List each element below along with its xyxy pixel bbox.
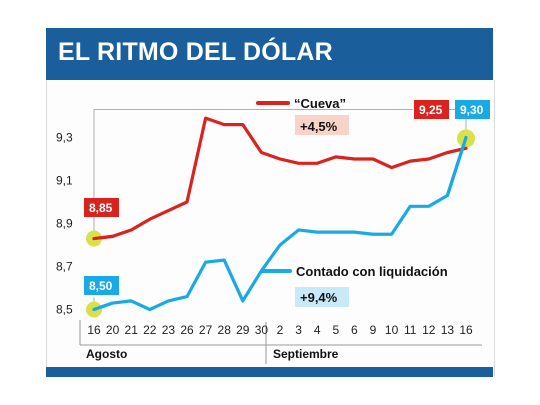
legend-label-cueva: “Cueva”: [294, 96, 346, 111]
series-lines: [92, 116, 468, 312]
change-badge-ccl-bg: [295, 287, 349, 307]
connector-lines: [93, 109, 467, 310]
x-tick-label: 22: [143, 323, 157, 337]
series-tip: [92, 301, 115, 312]
x-tick-label: 16: [87, 323, 101, 337]
y-tick-label: 8,7: [56, 260, 73, 274]
chart-title: EL RITMO DEL DÓLAR: [58, 38, 333, 66]
series-end-tip: [445, 135, 468, 198]
end-label-ccl: 9,30: [460, 103, 484, 117]
x-tick-label: 27: [199, 323, 213, 337]
chart-panel: [46, 80, 495, 376]
x-tick-label: 9: [370, 323, 377, 337]
x-tick-label: 20: [106, 323, 120, 337]
y-tick-label: 9,3: [56, 131, 73, 145]
endpoint-markers: [86, 129, 475, 318]
x-tick-label: 5: [332, 323, 339, 337]
end-label-cueva: 9,25: [419, 103, 443, 117]
change-badge-cueva-bg: [295, 115, 349, 135]
axes: [79, 320, 482, 364]
series-line-ccl: [92, 135, 468, 312]
end-label-ccl-bg: [455, 100, 490, 119]
change-badge-cueva: +4,5%: [300, 119, 338, 134]
series-tip: [92, 234, 115, 241]
series-line-cueva: [92, 116, 468, 241]
start-label-cueva-bg: [84, 198, 119, 217]
x-tick-label: 30: [255, 323, 269, 337]
y-tick-labels: 8,5 8,7 8,9 9,1 9,3: [56, 131, 73, 317]
x-tick-label: 4: [314, 323, 321, 337]
month-label-septiembre: Septiembre: [273, 347, 339, 361]
y-tick-label: 8,9: [56, 217, 73, 231]
x-tick-label: 2: [277, 323, 284, 337]
x-tick-label: 11: [404, 323, 417, 337]
month-label-agosto: Agosto: [86, 347, 127, 361]
x-tick-label: 3: [295, 323, 302, 337]
x-tick-label: 10: [385, 323, 399, 337]
x-tick-label: 13: [441, 323, 455, 337]
change-badge-ccl: +9,4%: [300, 290, 338, 305]
y-tick-label: 8,5: [56, 303, 73, 317]
bottom-bar: [46, 367, 493, 377]
start-label-cueva: 8,85: [89, 201, 113, 215]
x-tick-label: 29: [236, 323, 250, 337]
month-labels: Agosto Septiembre: [86, 347, 339, 361]
start-label-ccl-bg: [84, 276, 119, 295]
x-tick-label: 12: [422, 323, 436, 337]
x-tick-label: 28: [218, 323, 232, 337]
x-tick-label: 16: [459, 323, 473, 337]
title-banner: [46, 28, 493, 80]
legend: “Cueva” +4,5% Contado con liquidación +9…: [256, 96, 448, 307]
x-tick-label: 6: [351, 323, 358, 337]
start-label-ccl: 8,50: [89, 279, 113, 293]
legend-label-ccl: Contado con liquidación: [296, 264, 448, 279]
connector-cueva: [93, 109, 413, 239]
value-labels: 8,85 8,50 9,25 9,30: [84, 100, 490, 295]
x-tick-labels: 16 20 21 22 23 26 27 28 29 30 2 3 4 5 6 9 10 11 12 13 16: [87, 323, 473, 337]
end-label-cueva-bg: [414, 100, 449, 119]
x-tick-label: 26: [180, 323, 194, 337]
x-tick-label: 21: [125, 323, 139, 337]
y-tick-label: 9,1: [56, 174, 73, 188]
x-tick-label: 23: [162, 323, 176, 337]
